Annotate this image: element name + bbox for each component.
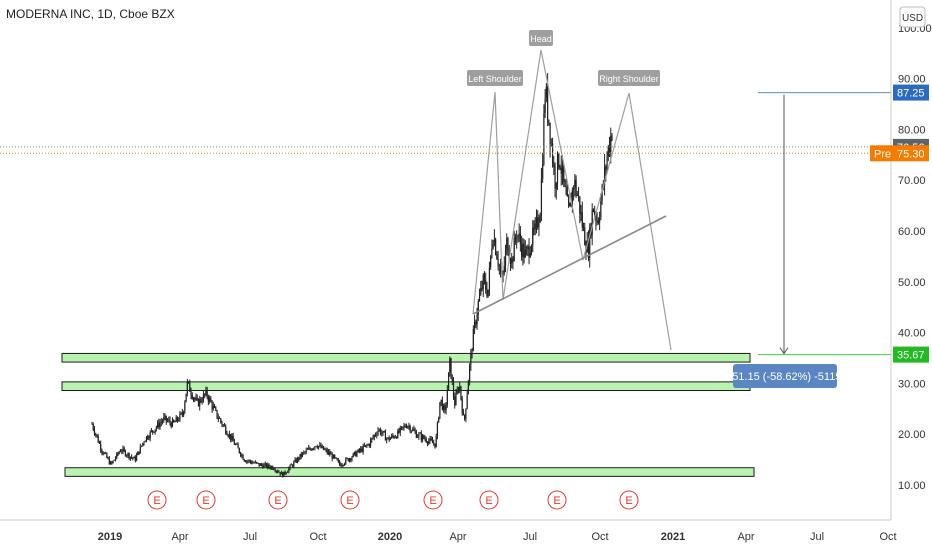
x-tick-label: Apr (171, 531, 188, 543)
x-tick-label: 2020 (378, 531, 402, 543)
x-tick-label: Apr (449, 531, 466, 543)
y-tick-label: 70.00 (898, 175, 926, 187)
svg-text:E: E (485, 495, 492, 507)
svg-text:E: E (274, 495, 281, 507)
support-zone[interactable] (61, 381, 751, 392)
svg-text:Head: Head (530, 34, 552, 44)
earnings-marker[interactable]: E (547, 490, 567, 510)
svg-text:35.67: 35.67 (897, 350, 925, 362)
svg-text:E: E (625, 495, 632, 507)
target-low-badge: 35.67 (893, 346, 929, 363)
earnings-marker[interactable]: E (423, 490, 443, 510)
target-high-badge: 87.25 (893, 84, 929, 101)
x-tick-label: Oct (309, 531, 326, 543)
support-zone[interactable] (64, 467, 755, 477)
earnings-marker[interactable]: E (340, 490, 360, 510)
pattern-label-left-shoulder: Left Shoulder (467, 70, 523, 86)
svg-text:E: E (553, 495, 560, 507)
earnings-marker[interactable]: E (196, 490, 216, 510)
price-levels (0, 92, 891, 356)
currency-label: USD (902, 13, 923, 24)
pattern-label-right-shoulder: Right Shoulder (598, 70, 660, 86)
neckline[interactable] (472, 215, 667, 315)
x-tick-label: 2021 (661, 531, 685, 543)
pattern-label-head: Head (529, 30, 553, 46)
measure-arrowhead (779, 347, 789, 355)
svg-text:Right Shoulder: Right Shoulder (599, 74, 659, 84)
pattern-lines (472, 49, 672, 351)
x-tick-label: 2019 (98, 531, 122, 543)
earnings-marker[interactable]: E (479, 490, 499, 510)
chart-title: MODERNA INC, 1D, Cboe BZX (6, 7, 175, 21)
svg-text:E: E (153, 495, 160, 507)
svg-text:87.25: 87.25 (897, 88, 925, 100)
y-tick-label: 50.00 (898, 277, 926, 289)
earnings-marker[interactable]: E (147, 490, 167, 510)
x-tick-label: Jul (523, 531, 537, 543)
premarket-badge: Pre 75.30 (870, 145, 929, 162)
y-tick-label: 30.00 (898, 378, 926, 390)
support-zone[interactable] (61, 352, 751, 363)
y-tick-label: 40.00 (898, 328, 926, 340)
svg-text:75.30: 75.30 (897, 148, 925, 160)
svg-text:E: E (429, 495, 436, 507)
x-tick-label: Oct (879, 531, 896, 543)
y-tick-label: 90.00 (898, 74, 926, 86)
y-tick-label: 20.00 (898, 429, 926, 441)
y-tick-label: 10.00 (898, 480, 926, 492)
x-tick-label: Jul (810, 531, 824, 543)
measure-label: -51.15 (-58.62%) -5115 (729, 364, 842, 388)
svg-text:E: E (202, 495, 209, 507)
svg-text:Left Shoulder: Left Shoulder (468, 74, 522, 84)
x-tick-label: Apr (737, 531, 754, 543)
head-and-shoulders-line[interactable] (472, 49, 672, 351)
y-tick-label: 80.00 (898, 124, 926, 136)
candles (91, 73, 613, 478)
time-axis[interactable]: 2019 Apr Jul Oct 2020 Apr Jul Oct 2021 Apr Jul Oct (98, 531, 897, 543)
y-tick-label: 60.00 (898, 226, 926, 238)
svg-text:Pre: Pre (874, 148, 891, 160)
price-axis[interactable]: 10.00 20.00 30.00 40.00 50.00 60.00 70.00 80.00… (898, 23, 932, 492)
earnings-marker[interactable]: E (268, 490, 288, 510)
currency-button[interactable]: USD (899, 6, 926, 28)
svg-text:-51.15 (-58.62%) -5115: -51.15 (-58.62%) -5115 (729, 371, 842, 383)
x-tick-label: Oct (591, 531, 608, 543)
svg-text:E: E (346, 495, 353, 507)
earnings-marker[interactable]: E (619, 490, 639, 510)
x-tick-label: Jul (243, 531, 257, 543)
